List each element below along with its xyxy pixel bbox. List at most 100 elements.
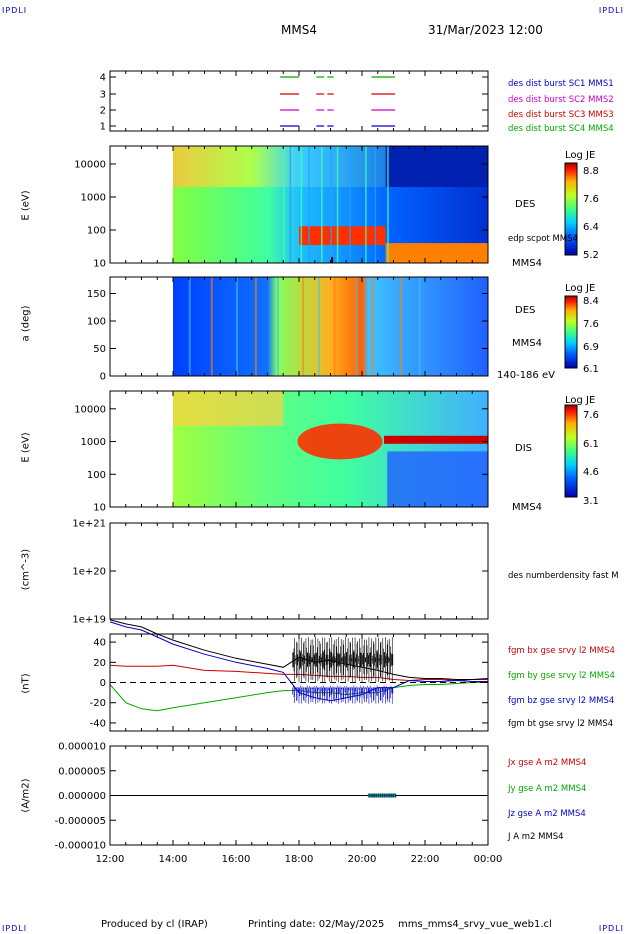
burst-y-ticklabel: 4 [100,73,106,84]
burst-label-2: des dist burst SC2 MMS2 [508,95,614,105]
pitch-stripe [188,277,191,376]
pitch-stripe [317,277,320,376]
pitch-stripe [254,277,257,376]
time-ticklabel: 22:00 [411,854,440,865]
des-stripe [336,146,339,263]
footer-producer: Produced by cl (IRAP) [101,919,208,930]
pitch-y-ticklabel: 150 [87,289,106,300]
j-y-ticklabel: 0.000000 [58,791,106,802]
j-label-x: Jx gse A m2 MMS4 [508,758,587,768]
cb2-tick-0: 8.4 [583,296,599,307]
des-e-y-ticklabel: 10000 [74,159,106,170]
cb1-tick-2: 6.4 [583,222,599,233]
time-ticklabel: 16:00 [222,854,251,865]
des-stripe [289,146,292,263]
j-y-ticklabel: 0.000010 [58,742,106,753]
pitch-energy-range: 140-186 eV [497,370,555,381]
current-ylabel: (A/m2) [20,778,32,813]
des-red-band [299,226,386,246]
des-energy-ylabel: E (eV) [20,190,32,221]
burst-label-4: des dist burst SC4 MMS4 [508,124,614,134]
fgm-y-ticklabel: -20 [90,698,106,709]
burst-label-1: des dist burst SC1 MMS1 [508,79,614,89]
dens-y-ticklabel: 1e+19 [72,615,106,626]
fgm-series [109,664,488,682]
des-stripe [387,146,389,263]
fgm-y-ticklabel: 0 [100,678,106,689]
pitch-y-ticklabel: 0 [100,372,106,383]
density-panel [109,522,489,620]
j-y-ticklabel: -0.000005 [55,816,106,827]
des-e-y-ticklabel: 100 [87,225,106,236]
colorbar-des-pitch [564,295,578,369]
cb3-tick-1: 6.1 [583,439,599,450]
dens-y-ticklabel: 1e+20 [72,567,106,578]
des-stripe [283,146,285,263]
dis-low-blue [387,451,488,507]
pitch-stripe [276,277,279,376]
pitch-stripe [371,277,374,376]
fgm-label-by: fgm by gse srvy l2 MMS4 [508,671,615,681]
des-energy-instrument: DES [515,199,536,210]
corner-tag-bl: IPDLI [2,924,28,933]
dis-e-y-ticklabel: 1000 [81,437,106,448]
pitch-stripe [236,277,238,376]
corner-tag-tr: IPDLI [598,6,624,15]
corner-tag-br: IPDLI [598,924,624,933]
j-label-y: Jy gse A m2 MMS4 [508,784,587,794]
j-label-total: J A m2 MMS4 [508,832,564,842]
time-ticklabel: 00:00 [474,854,503,865]
des-stripe [308,146,310,263]
burst-y-ticklabel: 1 [100,122,106,133]
fgm-series [109,621,488,702]
dis-e-y-ticklabel: 10000 [74,404,106,415]
j-label-z: Jz gse A m2 MMS4 [508,809,586,819]
fgm-y-ticklabel: -40 [90,718,106,729]
des-stripe [321,146,323,263]
pitch-y-ticklabel: 100 [87,317,106,328]
cb2-tick-2: 6.9 [583,342,599,353]
burst-panel [109,70,489,132]
dis-e-y-ticklabel: 10 [93,503,106,514]
pitch-stripe [418,277,421,376]
scpot-label: edp scpot MMS4 [508,234,578,244]
burst-label-3: des dist burst SC3 MMS3 [508,110,614,120]
fgm-y-ticklabel: 20 [93,658,106,669]
des-e-y-ticklabel: 10 [93,259,106,270]
summary-plot: 1 2 3 4 10 100 1000 10000 0 50 100 150 10 100 1000 1000… [55,70,578,865]
cb1-title: Log JE [565,150,596,161]
density-label: des numberdensity fast M [508,571,619,581]
time-ticklabel: 18:00 [285,854,314,865]
des-stripe [300,146,303,263]
cb1-tick-1: 7.6 [583,194,599,205]
dis-energy-instrument: DIS [515,443,532,454]
cb3-tick-0: 7.6 [583,410,599,421]
dis-e-y-ticklabel: 100 [87,470,106,481]
time-ticklabel: 14:00 [159,854,188,865]
time-ticklabel: 12:00 [96,854,125,865]
dis-energy-ylabel: E (eV) [20,432,32,463]
burst-y-ticklabel: 3 [100,90,106,101]
cb3-tick-2: 4.6 [583,467,599,478]
pitch-stripe [399,277,402,376]
corner-tag-tl: IPDLI [2,6,28,15]
footer-print-date: Printing date: 02/May/2025 [248,919,385,930]
date-title: 31/Mar/2023 12:00 [428,23,543,37]
des-stripe [365,146,367,263]
des-energy-sc: MMS4 [512,258,542,269]
time-ticklabel: 20:00 [348,854,377,865]
pitch-stripe [355,277,358,376]
fgm-label-bt: fgm bt gse srvy l2 MMS4 [508,719,614,729]
pitch-stripe [380,277,383,376]
cb2-tick-3: 6.1 [583,364,599,375]
fgm-y-ticklabel: 40 [93,638,106,649]
pitch-stripe [302,277,305,376]
des-low-band [385,243,488,263]
des-stripe [374,146,377,263]
fgm-label-bx: fgm bx gse srvy l2 MMS4 [508,646,615,656]
pitch-spectrogram [173,277,488,376]
cb3-title: Log JE [565,395,596,406]
cb1-tick-3: 5.2 [583,250,599,261]
fgm-ylabel: (nT) [20,673,32,694]
des-stripe [330,146,332,263]
